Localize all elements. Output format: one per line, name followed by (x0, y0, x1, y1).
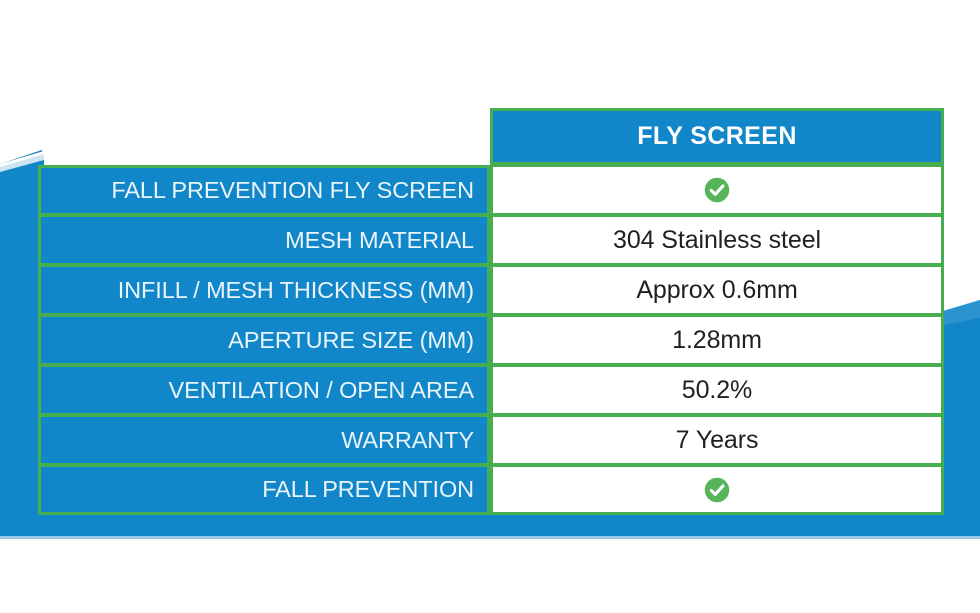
row-value-cell (490, 465, 944, 515)
row-value-cell: 7 Years (490, 415, 944, 465)
table-row: FALL PREVENTION FLY SCREEN (38, 165, 944, 215)
row-label: MESH MATERIAL (285, 226, 474, 253)
row-label-cell: INFILL / MESH THICKNESS (MM) (38, 265, 490, 315)
header-cell-fly-screen: FLY SCREEN (490, 108, 944, 165)
row-value: 50.2% (681, 375, 753, 404)
header-spacer-cell (38, 108, 490, 165)
row-label-cell: APERTURE SIZE (MM) (38, 315, 490, 365)
row-value-cell (490, 165, 944, 215)
table-body: FALL PREVENTION FLY SCREEN MESH MATERIAL… (38, 165, 944, 515)
spec-comparison-table: FLY SCREEN FALL PREVENTION FLY SCREEN (38, 108, 944, 515)
row-label-cell: VENTILATION / OPEN AREA (38, 365, 490, 415)
row-label: VENTILATION / OPEN AREA (168, 376, 475, 403)
table-row: MESH MATERIAL 304 Stainless steel (38, 215, 944, 265)
row-label-cell: FALL PREVENTION (38, 465, 490, 515)
row-value-cell: Approx 0.6mm (490, 265, 944, 315)
row-value: 1.28mm (672, 325, 762, 354)
row-label: FALL PREVENTION FLY SCREEN (111, 177, 474, 203)
check-circle-icon (704, 477, 730, 502)
table-row: APERTURE SIZE (MM) 1.28mm (38, 315, 944, 365)
row-value: Approx 0.6mm (636, 275, 798, 304)
table-header-row: FLY SCREEN (38, 108, 944, 165)
row-label-cell: MESH MATERIAL (38, 215, 490, 265)
row-value-cell: 1.28mm (490, 315, 944, 365)
row-value: 304 Stainless steel (613, 225, 821, 254)
table-row: WARRANTY 7 Years (38, 415, 944, 465)
row-label: WARRANTY (341, 426, 474, 453)
table-row: FALL PREVENTION (38, 465, 944, 515)
column-title: FLY SCREEN (637, 122, 797, 150)
row-label: INFILL / MESH THICKNESS (MM) (117, 276, 474, 303)
table-row: INFILL / MESH THICKNESS (MM) Approx 0.6m… (38, 265, 944, 315)
row-label: APERTURE SIZE (MM) (228, 326, 474, 353)
row-label-cell: WARRANTY (38, 415, 490, 465)
check-circle-icon (704, 177, 730, 203)
row-label-cell: FALL PREVENTION FLY SCREEN (38, 165, 490, 215)
row-value-cell: 50.2% (490, 365, 944, 415)
row-value: 7 Years (675, 425, 759, 454)
row-label: FALL PREVENTION (262, 476, 474, 502)
table-row: VENTILATION / OPEN AREA 50.2% (38, 365, 944, 415)
row-value-cell: 304 Stainless steel (490, 215, 944, 265)
